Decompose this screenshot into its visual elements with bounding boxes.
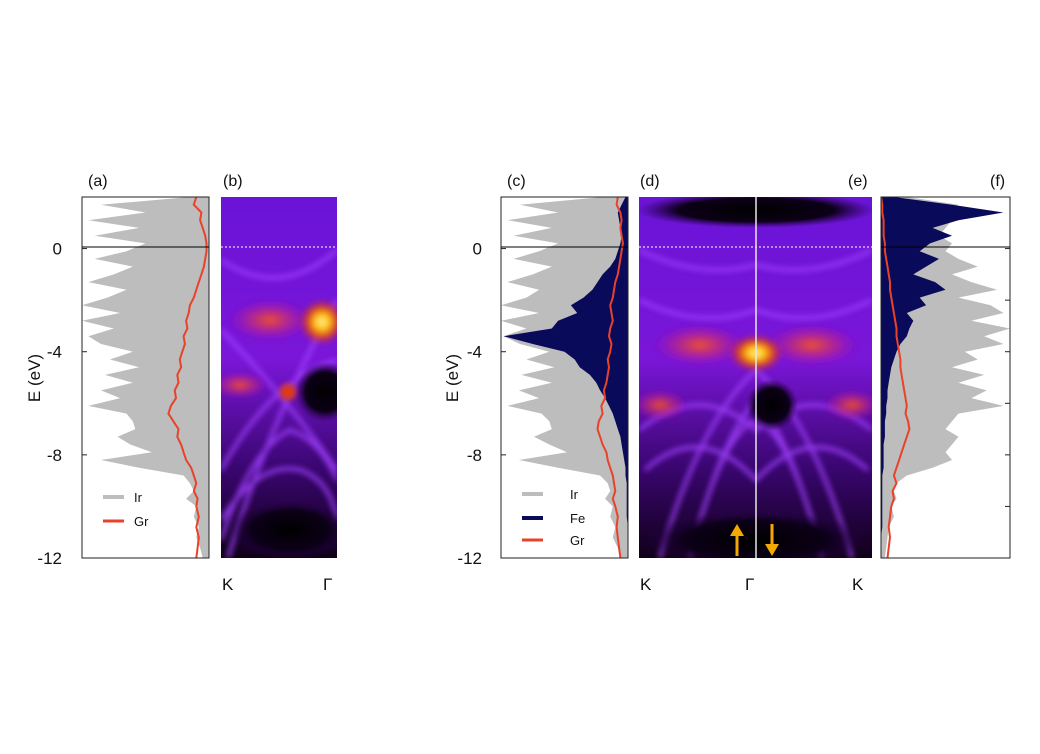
legend-a-gr: Gr bbox=[134, 514, 149, 529]
panel-label-d: (d) bbox=[640, 173, 660, 190]
panel-label-a: (a) bbox=[88, 173, 108, 190]
spin-up-arrow bbox=[730, 524, 744, 556]
panel-label-e: (e) bbox=[848, 173, 868, 190]
x-tick-d-K: K bbox=[640, 575, 652, 594]
y-axis-label-left: E (eV) bbox=[25, 354, 44, 402]
dos-area-fe bbox=[881, 197, 1004, 558]
dos-panel-f bbox=[881, 197, 1010, 558]
x-tick-b-gamma: Γ bbox=[323, 575, 332, 594]
band-heatmap-b bbox=[221, 197, 337, 558]
y-tick-label: -8 bbox=[47, 446, 62, 465]
x-tick-e-K: K bbox=[852, 575, 864, 594]
y-tick-label: -4 bbox=[467, 343, 482, 362]
spin-down-arrow bbox=[765, 524, 779, 556]
frame-c bbox=[500, 196, 629, 559]
panel-label-f: (f) bbox=[990, 173, 1005, 190]
frame-a bbox=[81, 196, 210, 559]
dos-line-gr bbox=[167, 197, 208, 558]
legend-c-fe: Fe bbox=[570, 511, 585, 526]
dos-area-ir bbox=[82, 197, 209, 558]
y-ticks-left: 0 -4 -8 -12 bbox=[37, 240, 87, 568]
y-tick-label: -4 bbox=[47, 343, 62, 362]
panel-label-c: (c) bbox=[507, 173, 526, 190]
dos-line-gr bbox=[596, 197, 624, 558]
frame-f bbox=[880, 196, 1011, 559]
y-tick-label: -12 bbox=[457, 549, 482, 568]
dos-panel-a bbox=[82, 197, 209, 558]
right-ticks-f bbox=[1005, 196, 1010, 559]
legend-c: Ir Fe Gr bbox=[522, 487, 585, 548]
legend-c-gr: Gr bbox=[570, 533, 585, 548]
legend-c-ir: Ir bbox=[570, 487, 579, 502]
dos-panel-c bbox=[501, 197, 628, 558]
panel-label-b: (b) bbox=[223, 173, 243, 190]
y-tick-label: 0 bbox=[53, 240, 62, 259]
legend-a-ir: Ir bbox=[134, 490, 143, 505]
y-tick-label: 0 bbox=[473, 240, 482, 259]
dos-area-fe bbox=[503, 197, 628, 558]
x-tick-d-gamma: Γ bbox=[745, 575, 754, 594]
legend-a: Ir Gr bbox=[103, 490, 149, 529]
y-ticks-right: 0 -4 -8 -12 bbox=[457, 240, 506, 568]
y-tick-label: -8 bbox=[467, 446, 482, 465]
y-axis-label-right: E (eV) bbox=[443, 354, 462, 402]
dos-line-gr bbox=[881, 197, 911, 558]
x-tick-b-K: K bbox=[222, 575, 234, 594]
y-tick-label: -12 bbox=[37, 549, 62, 568]
